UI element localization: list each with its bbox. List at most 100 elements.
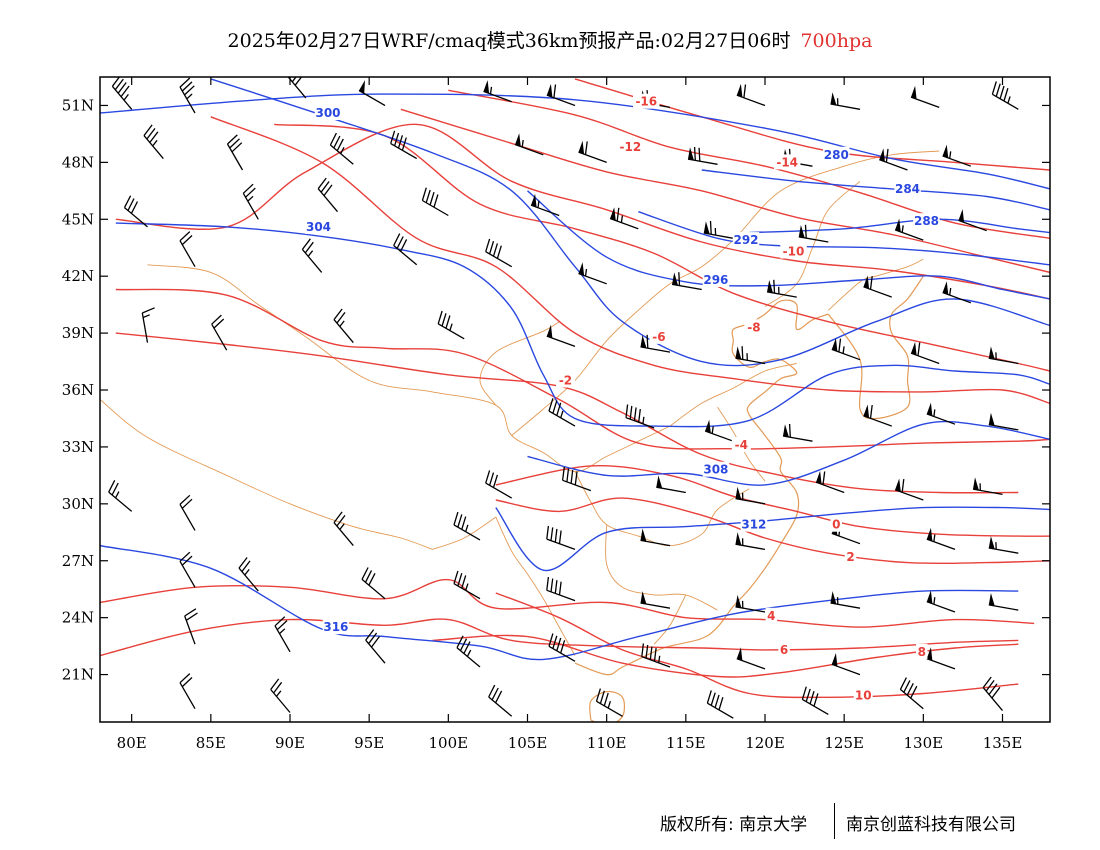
wind-barb: [548, 633, 576, 662]
height-contour-label: 280: [824, 148, 849, 162]
contour-label-bg: [649, 328, 669, 344]
temperature-contour-label: 6: [780, 643, 788, 657]
wind-barb: [926, 590, 956, 613]
province-boundary-line: [669, 363, 797, 427]
lat-tick-label: 36N: [62, 381, 94, 399]
wind-barb: [329, 132, 354, 165]
temperature-contour-label: -16: [635, 95, 657, 109]
contour-label-bg: [778, 641, 790, 657]
contour-label-bg: [702, 461, 730, 477]
temperature-contour-line: [100, 578, 1035, 628]
temperature-contour-line: [495, 592, 1019, 699]
wind-barb: [578, 140, 607, 164]
contour-label-bg: [732, 232, 760, 248]
wind-barb: [831, 338, 861, 361]
wind-barb: [546, 525, 576, 551]
lat-tick-label: 39N: [62, 324, 94, 342]
wind-barb: [926, 402, 956, 425]
height-contour-line: [527, 420, 1050, 486]
temperature-contour-line: [495, 464, 1050, 537]
wind-barb: [578, 262, 607, 285]
wind-barb: [317, 177, 338, 213]
contour-label-bg: [830, 516, 842, 532]
temperature-contour-label: 10: [855, 688, 872, 702]
wind-barb: [184, 608, 198, 645]
wind-barb: [641, 643, 671, 668]
wind-barb: [815, 470, 845, 494]
temperature-contour-label: -10: [783, 245, 805, 259]
wind-barb: [111, 77, 133, 110]
lat-tick-label: 42N: [62, 267, 94, 285]
temperature-contour-line: [210, 116, 1050, 404]
wind-barb: [179, 231, 196, 268]
wind-barb: [706, 690, 734, 719]
temperature-contour-line: [495, 497, 1050, 565]
wind-barb: [736, 647, 766, 670]
height-contour-label: 284: [895, 182, 920, 196]
temperature-contour-label: -12: [620, 140, 642, 154]
wind-barb: [333, 308, 354, 344]
temperature-contours: [100, 78, 1050, 699]
lon-tick-label: 85E: [196, 734, 226, 752]
wind-barb: [483, 80, 512, 103]
height-contour-line: [638, 211, 1050, 266]
wind-barb: [390, 130, 418, 160]
wind-barb: [988, 536, 1019, 554]
wind-barb: [358, 80, 386, 107]
wind-barb: [736, 83, 766, 107]
coastline-line: [827, 275, 924, 420]
lon-tick-label: 130E: [904, 734, 944, 752]
temperature-contour-line: [115, 123, 1050, 300]
contour-label-bg: [913, 213, 940, 229]
wind-barb: [485, 238, 513, 268]
wind-barb: [735, 486, 766, 505]
wind-barb: [179, 551, 196, 588]
temperature-contour-line: [115, 332, 1019, 494]
wind-barb: [899, 677, 924, 710]
wind-barb: [625, 404, 655, 429]
wind-barb: [609, 207, 639, 230]
lat-tick-label: 33N: [62, 438, 94, 456]
lon-tick-label: 80E: [117, 734, 147, 752]
temperature-contour-line: [432, 634, 1019, 678]
height-contour-line: [115, 222, 1050, 428]
contour-label-bg: [556, 372, 575, 388]
height-contour-label: 296: [703, 273, 728, 287]
title-level: 700hpa: [800, 30, 873, 52]
province-boundary-line: [653, 594, 687, 645]
map-frame: [99, 76, 1051, 723]
temperature-contour-line: [115, 288, 1050, 450]
wind-barb: [782, 423, 813, 442]
lon-tick-label: 115E: [666, 734, 706, 752]
wind-barb: [704, 419, 734, 442]
height-contour-line: [100, 93, 1050, 190]
wind-barb: [830, 591, 861, 609]
temperature-contour-line: [574, 78, 1050, 171]
province-boundary-line: [828, 258, 924, 311]
wind-barb: [530, 193, 560, 217]
contour-label-bg: [617, 139, 644, 155]
height-contour-label: 304: [306, 220, 331, 234]
temperature-contour-label: -6: [652, 330, 665, 344]
wind-barb: [735, 532, 766, 551]
temperature-contour-label: 2: [846, 550, 854, 564]
contour-label-bg: [322, 619, 350, 635]
lon-tick-label: 95E: [354, 734, 384, 752]
wind-barb: [421, 187, 449, 217]
wind-barb: [982, 676, 1003, 712]
temperature-contour-label: -14: [776, 155, 798, 169]
lat-tick-label: 48N: [62, 153, 94, 171]
contour-label-bg: [314, 105, 342, 120]
lon-tick-label: 105E: [508, 734, 548, 752]
wind-barb: [640, 591, 671, 609]
wind-barb: [910, 85, 940, 109]
wind-barb: [640, 528, 671, 547]
wind-barb: [766, 279, 797, 298]
contour-label-bg: [773, 154, 801, 170]
height-contour-line: [701, 169, 1050, 211]
lon-tick-label: 120E: [745, 734, 785, 752]
wind-barb: [863, 275, 892, 298]
wind-barb: [179, 77, 196, 114]
height-contour-label: 292: [733, 233, 758, 247]
wind-barb: [514, 133, 544, 156]
